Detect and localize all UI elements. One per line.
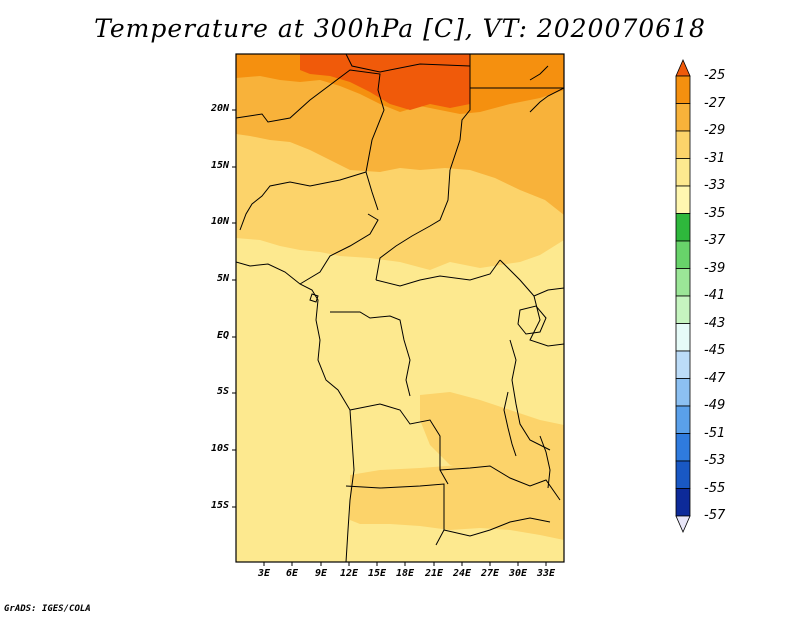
colorbar-tick-label: -37	[704, 233, 726, 248]
border-drc-angola	[349, 403, 449, 485]
colorbar-swatch	[675, 268, 691, 297]
border-sudan	[375, 169, 451, 281]
temperature-field	[236, 54, 564, 562]
lat-label-10s: 10S	[210, 443, 229, 454]
colorbar-swatch	[675, 350, 691, 379]
border-north-2	[345, 54, 471, 73]
colorbar-swatch	[675, 433, 691, 462]
lon-ticks	[263, 562, 547, 566]
gulf-islands	[309, 293, 319, 303]
band-31-29-south	[350, 455, 564, 540]
colorbar-swatch	[675, 240, 691, 269]
colorbar-top-arrow	[675, 59, 691, 77]
colorbar	[675, 59, 691, 533]
colorbar-swatch	[675, 158, 691, 187]
colorbar-swatch	[675, 460, 691, 489]
border-zambia	[439, 465, 561, 501]
colorbar-tick-label: -49	[704, 398, 726, 413]
lon-label-6e: 6E	[285, 568, 299, 579]
colorbar-tick-label: -33	[704, 178, 726, 193]
lake-victoria	[517, 305, 547, 335]
colorbar-swatch	[675, 378, 691, 407]
colorbar-tick-label: -41	[704, 288, 726, 303]
colorbar-tick-label: -53	[704, 453, 726, 468]
west-africa-coast	[236, 261, 355, 562]
colorbar-tick-label: -43	[704, 315, 726, 331]
lake-malawi	[539, 435, 551, 489]
colorbar-swatch	[675, 405, 691, 434]
colorbar-tick-label: -39	[704, 260, 726, 276]
lon-label-27e: 27E	[480, 568, 500, 579]
colorbar-swatch	[675, 213, 691, 242]
colorbar-swatch	[675, 130, 691, 159]
border-east	[529, 295, 564, 347]
lat-label-15n: 15N	[210, 160, 229, 171]
lon-label-24e: 24E	[452, 568, 472, 579]
lon-label-3e: 3E	[257, 568, 271, 579]
map-title: Temperature at 300hPa [C], VT: 202007061…	[94, 14, 706, 43]
band-31-29-east	[420, 392, 564, 475]
colorbar-swatch	[675, 103, 691, 132]
band-warmest	[300, 54, 470, 110]
colorbar-swatch	[675, 295, 691, 324]
lon-label-15e: 15E	[367, 568, 387, 579]
lat-label-eq: EQ	[216, 330, 229, 341]
colorbar-swatch	[675, 75, 691, 104]
red-sea-coast	[529, 87, 564, 113]
colorbar-tick-label: -51	[704, 425, 726, 441]
colorbar-swatch	[675, 488, 691, 517]
lon-label-33e: 33E	[536, 568, 556, 579]
country-borders	[236, 54, 564, 562]
colorbar-tick-label: -55	[704, 480, 726, 496]
lon-label-21e: 21E	[424, 568, 444, 579]
lat-label-5n: 5N	[216, 273, 229, 284]
plot-frame	[235, 53, 565, 563]
sinai	[529, 65, 549, 81]
lake-tanganyika	[503, 391, 517, 457]
border-chad	[239, 171, 367, 231]
colorbar-tick-label: -57	[704, 508, 726, 523]
lat-label-5s: 5S	[216, 386, 229, 397]
colorbar-tick-label: -25	[704, 68, 726, 83]
grads-credit: GrADS: IGES/COLA	[4, 604, 91, 614]
lat-label-20n: 20N	[210, 103, 229, 114]
lat-ticks	[232, 109, 236, 508]
lon-label-9e: 9E	[314, 568, 328, 579]
border-congo	[330, 311, 411, 397]
colorbar-swatch	[675, 185, 691, 214]
border-cameroon	[299, 213, 379, 285]
colorbar-tick-label: -27	[704, 95, 726, 111]
lon-label-18e: 18E	[395, 568, 415, 579]
colorbar-swatch	[675, 323, 691, 352]
colorbar-tick-label: -31	[704, 150, 726, 166]
lat-label-10n: 10N	[210, 216, 229, 227]
colorbar-tick-label: -29	[704, 123, 726, 138]
colorbar-tick-label: -45	[704, 343, 726, 358]
border-libya-egypt	[449, 54, 471, 171]
border-namibia	[345, 483, 445, 546]
lon-label-30e: 30E	[508, 568, 528, 579]
colorbar-bottom-arrow	[675, 515, 691, 533]
colorbar-tick-label: -47	[704, 370, 726, 386]
border-botswana	[443, 517, 551, 537]
lat-label-15s: 15S	[210, 500, 229, 511]
lon-label-12e: 12E	[339, 568, 359, 579]
colorbar-tick-label: -35	[704, 205, 726, 221]
border-tanzania	[509, 339, 551, 451]
border-car	[375, 259, 501, 287]
